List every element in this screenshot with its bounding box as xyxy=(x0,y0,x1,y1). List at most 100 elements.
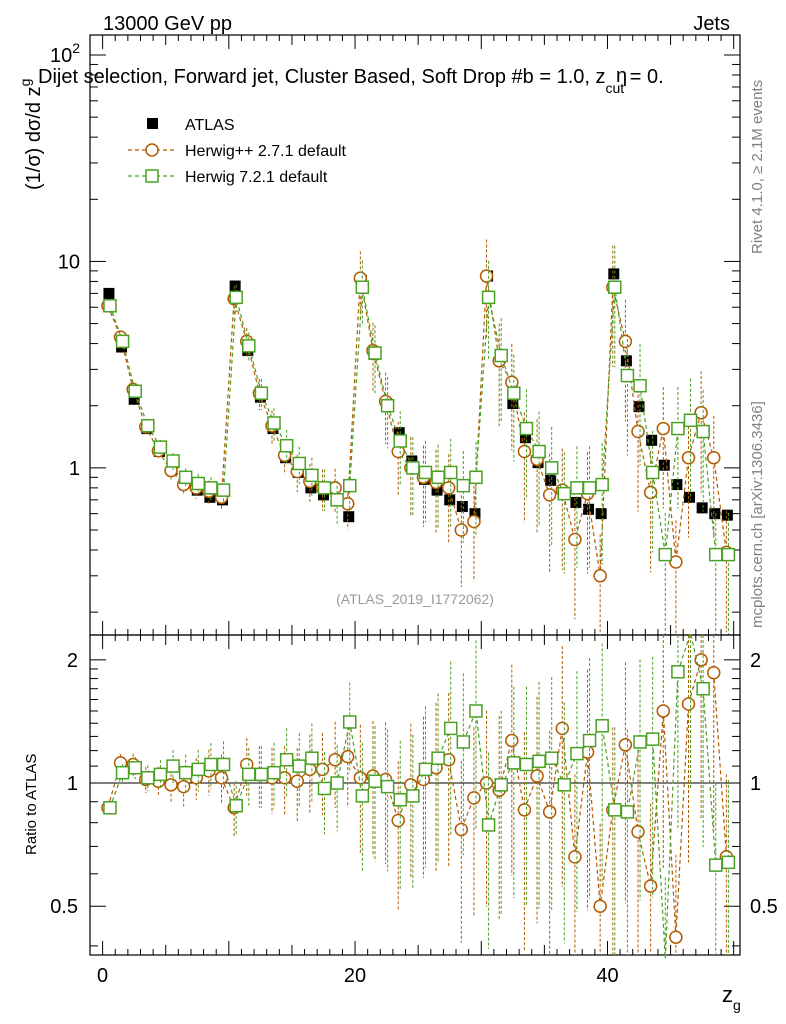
y-tick-top-base: 10 xyxy=(50,45,72,67)
ratio-point xyxy=(555,721,570,736)
data-point xyxy=(191,476,206,491)
data-point xyxy=(721,509,733,521)
data-point xyxy=(444,494,456,506)
ratio-point xyxy=(317,781,332,796)
data-point xyxy=(469,508,481,520)
ratio-point xyxy=(618,738,633,752)
data-point xyxy=(645,465,660,480)
data-point xyxy=(681,450,696,465)
legend-marker-atlas xyxy=(147,118,158,129)
ratio-point xyxy=(406,789,420,803)
data-point xyxy=(582,481,597,495)
data-point xyxy=(229,280,241,292)
y-tick-top-exp: 2 xyxy=(72,40,80,56)
data-point xyxy=(343,511,355,523)
ratio-point xyxy=(355,789,370,803)
ratio-tick-label: 1 xyxy=(67,773,78,795)
ratio-tick-label-right: 2 xyxy=(750,650,761,672)
ratio-point xyxy=(103,801,117,815)
ratio-point xyxy=(305,751,319,765)
legend-label-herwig7: Herwig 7.2.1 default xyxy=(185,169,328,186)
x-axis-title-main: z xyxy=(722,982,733,1007)
data-point xyxy=(115,334,130,349)
data-point xyxy=(658,547,673,562)
ratio-point xyxy=(582,733,597,748)
data-point xyxy=(216,483,231,497)
data-point xyxy=(620,368,635,383)
ratio-axis-title: Ratio to ATLAS xyxy=(23,754,40,855)
data-point xyxy=(103,298,117,313)
x-tick-label: 40 xyxy=(596,965,618,987)
series-line xyxy=(107,275,727,576)
data-point xyxy=(595,508,607,520)
data-point xyxy=(608,280,622,294)
data-point xyxy=(418,465,433,480)
ratio-point xyxy=(595,719,609,733)
plot-title-sub: cut xyxy=(605,80,624,96)
y-axis-title: (1/σ) dσ/d zg xyxy=(17,79,45,190)
ratio-point xyxy=(709,858,723,872)
ratio-point xyxy=(557,778,572,792)
y-tick-label: 10 xyxy=(58,251,80,273)
ratio-point xyxy=(530,769,544,783)
ratio-tick-label-right: 0.5 xyxy=(750,896,778,918)
data-point xyxy=(696,502,708,514)
ratio-point xyxy=(608,803,622,817)
data-point xyxy=(406,455,418,467)
data-point xyxy=(456,500,468,512)
data-point xyxy=(128,393,140,405)
ratio-point xyxy=(418,762,433,777)
energy-label: 13000 GeV pp xyxy=(103,13,232,35)
ratio-point xyxy=(681,697,696,711)
ratio-point xyxy=(368,774,382,789)
data-point xyxy=(618,334,633,349)
ratio-point xyxy=(454,822,469,837)
ratio-point xyxy=(469,704,483,718)
ratio-point xyxy=(542,805,557,819)
ratio-point xyxy=(656,704,671,718)
data-point xyxy=(570,496,582,508)
ratio-point xyxy=(494,778,508,792)
data-point xyxy=(406,461,420,475)
data-point xyxy=(545,474,557,486)
data-point xyxy=(608,268,620,280)
x-tick-label: 20 xyxy=(344,965,366,987)
data-point xyxy=(355,280,370,294)
data-point xyxy=(557,486,572,501)
data-point xyxy=(368,346,382,360)
data-point xyxy=(671,479,683,491)
data-point xyxy=(454,523,469,537)
ratio-point xyxy=(631,825,645,839)
data-point xyxy=(431,470,445,485)
data-point xyxy=(229,290,243,305)
data-point xyxy=(141,418,155,433)
ratio-point xyxy=(128,760,142,775)
data-point xyxy=(443,465,458,480)
data-point xyxy=(706,450,721,465)
ratio-point xyxy=(669,930,683,944)
legend-label-atlas: ATLAS xyxy=(185,117,235,134)
data-point xyxy=(292,456,307,471)
ratio-point xyxy=(517,803,532,817)
data-point xyxy=(267,416,281,430)
data-point xyxy=(656,421,671,436)
ratio-point xyxy=(153,767,168,782)
ratio-point xyxy=(328,752,342,767)
data-point xyxy=(519,432,531,444)
plot-title-tail: = 0. xyxy=(624,66,663,88)
ratio-point xyxy=(115,765,130,780)
category-label: Jets xyxy=(693,13,730,35)
ratio-point xyxy=(216,757,231,772)
data-point xyxy=(568,532,582,547)
ratio-point xyxy=(481,818,496,832)
data-point xyxy=(709,547,723,562)
ratio-point xyxy=(393,793,407,807)
data-point xyxy=(683,413,698,428)
data-point xyxy=(242,339,256,353)
data-point xyxy=(166,454,180,468)
ratio-point xyxy=(645,732,660,746)
ratio-point xyxy=(279,752,294,767)
ratio-point xyxy=(706,665,721,680)
ratio-point xyxy=(633,735,647,749)
